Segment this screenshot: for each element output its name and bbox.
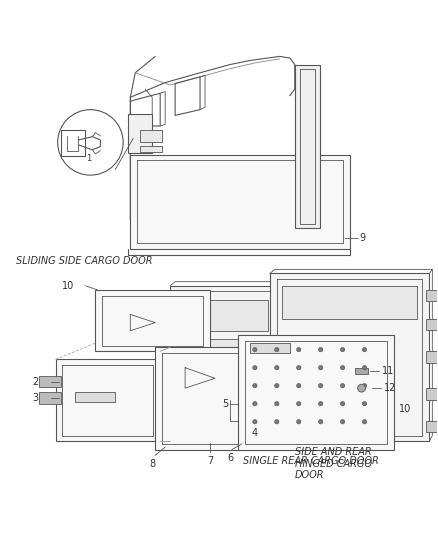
Circle shape	[253, 348, 257, 352]
Circle shape	[318, 401, 323, 406]
Circle shape	[253, 401, 257, 406]
Polygon shape	[381, 302, 392, 312]
Polygon shape	[140, 147, 162, 152]
Circle shape	[253, 384, 257, 388]
Polygon shape	[355, 368, 367, 374]
Polygon shape	[39, 392, 60, 403]
Text: SINGLE REAR CARGO DOOR: SINGLE REAR CARGO DOOR	[243, 456, 379, 466]
Polygon shape	[56, 359, 160, 441]
Circle shape	[275, 348, 279, 352]
Circle shape	[362, 348, 367, 352]
Circle shape	[297, 384, 301, 388]
Circle shape	[340, 366, 345, 370]
Text: 2: 2	[32, 377, 39, 386]
Text: 1: 1	[86, 154, 91, 163]
Text: 3: 3	[32, 393, 39, 403]
Polygon shape	[140, 130, 162, 142]
Polygon shape	[39, 376, 60, 387]
Polygon shape	[95, 290, 210, 351]
Polygon shape	[426, 290, 437, 301]
Circle shape	[253, 366, 257, 370]
Circle shape	[362, 401, 367, 406]
Polygon shape	[130, 155, 350, 249]
Text: 11: 11	[381, 366, 394, 376]
Text: 4: 4	[252, 428, 258, 438]
Polygon shape	[282, 286, 417, 319]
Text: SIDE AND REAR
HINGED CARGO
DOOR: SIDE AND REAR HINGED CARGO DOOR	[295, 447, 372, 480]
Circle shape	[340, 401, 345, 406]
Polygon shape	[426, 388, 437, 400]
Polygon shape	[128, 114, 152, 153]
Circle shape	[318, 366, 323, 370]
Polygon shape	[170, 286, 379, 441]
Circle shape	[318, 384, 323, 388]
Polygon shape	[286, 339, 367, 368]
Polygon shape	[426, 421, 437, 432]
Circle shape	[275, 419, 279, 424]
Polygon shape	[155, 347, 290, 449]
Text: 10: 10	[62, 281, 74, 290]
Circle shape	[318, 348, 323, 352]
Text: 12: 12	[384, 383, 396, 393]
Circle shape	[253, 419, 257, 424]
Polygon shape	[381, 339, 392, 349]
Text: 6: 6	[227, 453, 233, 463]
Circle shape	[297, 401, 301, 406]
Text: SLIDING SIDE CARGO DOOR: SLIDING SIDE CARGO DOOR	[16, 256, 152, 266]
Circle shape	[362, 419, 367, 424]
Circle shape	[275, 384, 279, 388]
Polygon shape	[250, 343, 290, 353]
Polygon shape	[187, 301, 268, 331]
Polygon shape	[286, 301, 367, 331]
Polygon shape	[238, 335, 395, 449]
Text: 8: 8	[149, 459, 155, 470]
Circle shape	[297, 419, 301, 424]
Polygon shape	[426, 351, 437, 363]
Text: 7: 7	[207, 456, 213, 466]
Circle shape	[297, 348, 301, 352]
Polygon shape	[426, 319, 437, 330]
Circle shape	[362, 366, 367, 370]
Circle shape	[297, 366, 301, 370]
Polygon shape	[295, 64, 320, 229]
Circle shape	[340, 419, 345, 424]
Polygon shape	[187, 339, 268, 368]
Circle shape	[275, 366, 279, 370]
Polygon shape	[381, 376, 392, 386]
Circle shape	[275, 401, 279, 406]
Polygon shape	[187, 376, 268, 400]
Polygon shape	[75, 392, 115, 402]
Circle shape	[340, 348, 345, 352]
Text: 10: 10	[399, 403, 412, 414]
Polygon shape	[270, 273, 429, 441]
Circle shape	[362, 384, 367, 388]
Text: 9: 9	[360, 233, 366, 243]
Polygon shape	[381, 413, 392, 423]
Polygon shape	[286, 376, 367, 400]
Text: 5: 5	[222, 399, 228, 409]
Circle shape	[340, 384, 345, 388]
Circle shape	[318, 419, 323, 424]
Circle shape	[357, 384, 365, 392]
